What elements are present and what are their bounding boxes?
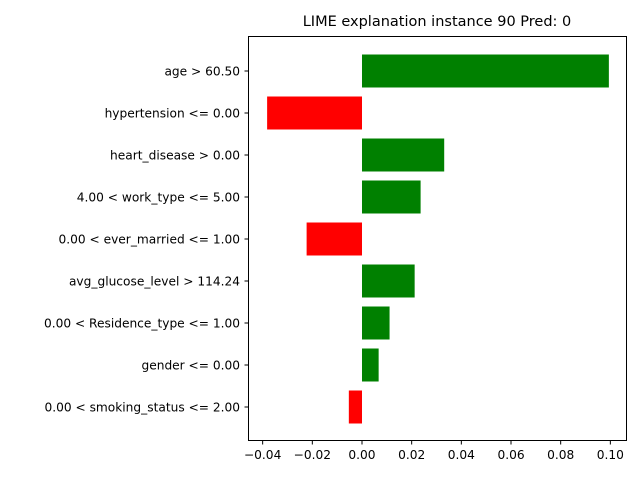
x-axis: −0.04 −0.02 0.00 0.02 0.04 0.06 0.08 0.10: [244, 440, 624, 462]
bar-5: [361, 264, 415, 298]
x-tick-label: −0.04: [244, 448, 282, 462]
bars-layer: [267, 54, 609, 424]
bar-2: [361, 138, 445, 172]
x-tick-label: 0.06: [497, 448, 524, 462]
x-tick-label: −0.02: [294, 448, 331, 462]
y-tick-label: 0.00 < ever_married <= 1.00: [59, 233, 241, 247]
bar-7: [361, 348, 379, 382]
bar-6: [361, 306, 390, 340]
x-tick-label: 0.04: [448, 448, 475, 462]
axes-frame: [248, 36, 627, 441]
y-tick-label: 0.00 < smoking_status <= 2.00: [44, 401, 240, 415]
bar-0: [361, 54, 609, 88]
x-tick-label: 0.02: [398, 448, 425, 462]
x-tick-label: 0.00: [348, 448, 375, 462]
y-tick-label: heart_disease > 0.00: [110, 149, 240, 163]
x-tick-label: 0.10: [597, 448, 624, 462]
y-tick-label: age > 60.50: [164, 65, 240, 79]
y-tick-label: avg_glucose_level > 114.24: [69, 275, 240, 289]
bar-4: [306, 222, 362, 256]
y-tick-label: 4.00 < work_type <= 5.00: [77, 191, 240, 205]
chart-title: LIME explanation instance 90 Pred: 0: [303, 14, 572, 30]
bar-1: [267, 96, 362, 130]
bar-3: [361, 180, 421, 214]
y-axis: age > 60.50 hypertension <= 0.00 heart_dis…: [44, 65, 249, 415]
y-tick-label: hypertension <= 0.00: [105, 107, 240, 121]
y-tick-label: gender <= 0.00: [141, 359, 240, 373]
y-tick-label: 0.00 < Residence_type <= 1.00: [44, 317, 240, 331]
bar-8: [348, 390, 362, 424]
x-tick-label: 0.08: [547, 448, 574, 462]
